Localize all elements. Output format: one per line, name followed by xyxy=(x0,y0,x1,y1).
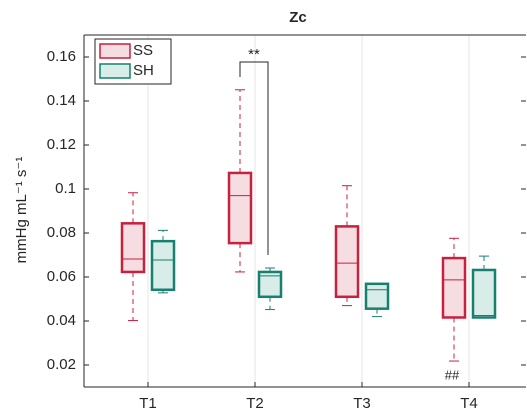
annotation: ## xyxy=(445,367,460,382)
box xyxy=(471,268,497,319)
y-tick-label: 0.16 xyxy=(47,48,76,65)
x-tick-label: T3 xyxy=(353,395,371,412)
y-tick-label: 0.14 xyxy=(47,92,76,109)
box xyxy=(441,256,467,319)
x-tick-label: T4 xyxy=(460,395,478,412)
x-tick-label: T2 xyxy=(246,395,264,412)
box xyxy=(120,222,146,274)
legend-label: SS xyxy=(133,42,153,59)
box xyxy=(227,171,253,245)
box xyxy=(364,282,390,310)
y-axis-label: mmHg mL⁻¹ s⁻¹ xyxy=(13,157,30,264)
x-tick-label: T1 xyxy=(139,395,157,412)
chart-title: Zc xyxy=(289,9,307,26)
y-tick-label: 0.1 xyxy=(55,180,76,197)
legend-label: SH xyxy=(133,62,154,79)
y-tick-label: 0.08 xyxy=(47,224,76,241)
y-tick-label: 0.06 xyxy=(47,268,76,285)
box xyxy=(334,225,360,299)
significance-bracket xyxy=(239,61,269,255)
box xyxy=(257,270,283,299)
legend-swatch xyxy=(99,63,131,79)
y-tick-label: 0.02 xyxy=(47,356,76,373)
y-tick-label: 0.04 xyxy=(47,312,76,329)
legend-swatch xyxy=(99,43,131,59)
box xyxy=(150,239,176,292)
annotation: ** xyxy=(248,46,260,63)
y-tick-label: 0.12 xyxy=(47,136,76,153)
